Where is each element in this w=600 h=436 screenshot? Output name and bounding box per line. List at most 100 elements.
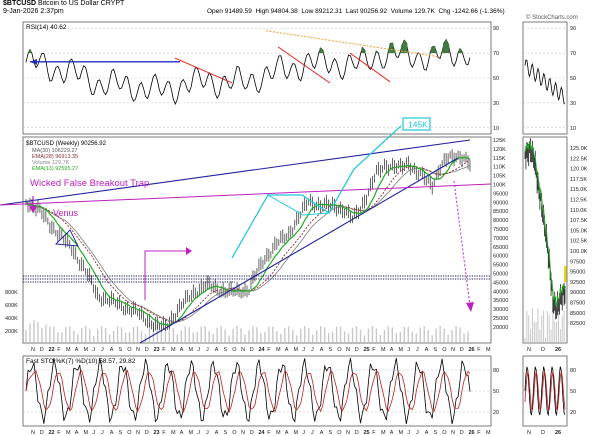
daily-tick-label: 125.0K [570,146,588,152]
price-tick-label: 105K [493,174,506,180]
daily-volume-bar [554,321,556,342]
exchange: CRYPT [100,0,125,7]
volume-bar [100,326,103,342]
daily-volume-bar [526,310,528,342]
x-tick-label: M [399,347,404,353]
volume-bar [300,328,302,342]
price-tick-label: 85000 [493,209,508,215]
volume-bar [459,327,461,342]
sto-daily-tick-label: 50 [570,389,576,395]
volume-bar [296,335,298,342]
daily-tick-label: 92500 [570,280,585,286]
volume-bar [240,328,242,342]
x-tick-label: M [189,347,194,353]
volume-bar [415,333,417,342]
x-tick-label-bottom: D [250,430,254,436]
x-tick-label: J [197,347,200,353]
x-tick-label: A [110,347,114,353]
daily-tick-label: 87500 [570,301,585,307]
daily-volume-bar [524,338,526,342]
x-tick-label: N [31,347,35,353]
volume-bar [363,335,366,342]
sto-daily-tick-label: 20 [570,410,576,416]
daily-volume-bar [528,315,530,342]
ma30-line [25,165,471,323]
x-tick-label-bottom: 22 [49,430,55,436]
daily-volume-bar [544,337,546,342]
x-tick-label-bottom: S [434,430,438,436]
x-tick-label-bottom: O [442,430,447,436]
volume-bar [315,330,318,342]
venus-triangle [55,229,79,247]
chart-date: 9-Jan-2026 2:37pm [3,8,64,15]
x-tick-label-bottom: D [460,430,464,436]
x-tick-label: J [101,347,104,353]
daily-volume-bar [548,315,550,342]
x-tick-label: A [425,347,429,353]
volume-bar [467,331,469,342]
x-tick-label: A [320,347,324,353]
volume-bar [196,332,198,342]
symbol-name: Bitcoin to US Dollar [38,0,99,7]
volume-bar [423,326,425,342]
daily-volume-bar [557,308,559,342]
x-tick-label-bottom: D [145,430,149,436]
price-tick-label: 55000 [493,263,508,269]
x-tick-label: O [442,347,447,353]
price-tick-label: 45000 [493,280,508,286]
sto-d-line [25,369,471,413]
volume-bar [264,331,266,342]
x-tick-label: S [329,347,333,353]
volume-bar [403,326,405,342]
x-tick-label: F [162,347,166,353]
last-value: 90256.92 [360,8,388,15]
projection-down [453,180,471,307]
x-tick-label-bottom: F [267,430,271,436]
rising-support-line [139,157,459,344]
axis-layer: 90 90 70 70 50 50 30 30 10 10 125K 120K 115K 110K 105K… [5,26,588,436]
chart-header: $BTCUSD Bitcoin to US Dollar CRYPT [3,0,124,7]
volume-bar [69,326,71,342]
rsi-red-line-1 [174,57,233,84]
volume-bar [108,334,111,342]
rsi-daily-tick-label: 70 [570,51,576,57]
daily-volume-bar [556,322,558,342]
volume-bar [323,327,326,342]
x-tick-label-bottom: J [92,430,95,436]
x-tick-label-bottom: A [425,430,429,436]
x-tick-label-bottom: S [329,430,333,436]
volume-bar [268,326,270,342]
daily-tick-label: 122.5K [570,156,588,162]
daily-rsi-line [524,59,566,105]
volume-bar [232,328,234,342]
daily-x-tick-label-bottom: 26 [555,430,561,436]
volume-bar [200,326,202,342]
price-tick-label: 65000 [493,245,508,251]
price-tick-label: 25000 [493,316,508,322]
x-tick-label-bottom: M [171,430,176,436]
x-tick-label: F [57,347,61,353]
volume-bar [204,326,206,342]
volume-tick-label: 600K [5,303,18,309]
x-tick-label-bottom: F [372,430,376,436]
volume-bar [248,330,250,342]
price-tick-label: 75000 [493,227,508,233]
x-tick-label: M [66,347,71,353]
volume-bar [160,330,163,342]
x-tick-label-bottom: D [40,430,44,436]
x-tick-label-bottom: J [407,430,410,436]
price-tick-label: 120K [493,147,506,153]
rsi-daily-tick-label: 90 [570,26,576,32]
x-tick-label-bottom: F [57,430,61,436]
x-tick-label: M [276,347,281,353]
volume-bar [184,326,186,342]
volume-bar [256,327,258,342]
x-tick-label: D [250,347,254,353]
x-tick-label: 22 [49,347,55,353]
volume-bar [208,331,210,342]
ohlc-readout: Open 91489.59 High 94804.38 Low 89212.31… [207,8,505,15]
volume-bar [192,332,194,342]
volume-bar [116,326,119,342]
rsi-orange-line [265,30,441,58]
price-tick-label: 80000 [493,218,508,224]
